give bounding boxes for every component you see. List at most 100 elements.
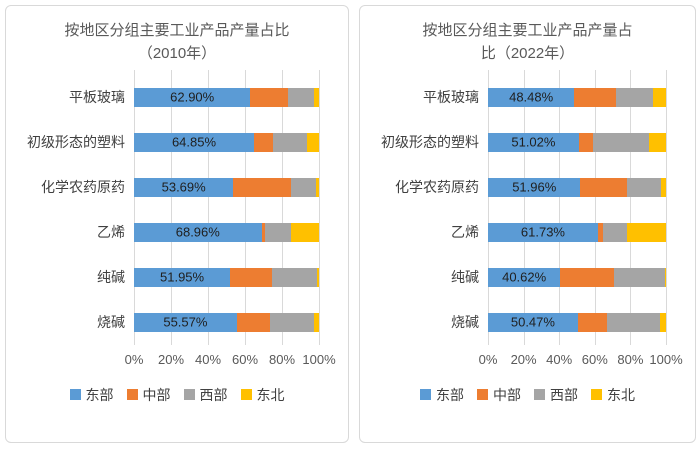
category-label: 乙烯 [97,224,125,240]
legend-label: 东北 [607,386,635,403]
bar-row: 64.85% [134,120,319,165]
bar-value-label: 51.02% [511,134,556,150]
legend-label: 西部 [199,386,228,403]
bar-value-label: 53.69% [161,179,206,195]
x-axis-tick-label: 20% [510,351,537,367]
x-axis-tick-label: 20% [157,351,185,367]
bar-segment-东北 [660,177,666,197]
bar-segment-东北 [291,222,319,242]
stacked-bar: 64.85% [134,132,319,152]
bar-rows: 62.90% 64.85% 53.69% 68.96% 51.95% 55.57% [134,69,320,345]
bar-segment-东北 [315,177,319,197]
legend-item-西部: 西部 [534,385,578,405]
category-label: 化学农药原药 [41,179,125,195]
category-label: 烧碱 [97,314,125,330]
gridline [666,69,667,345]
x-axis-tick-label: 40% [546,351,573,367]
stacked-bar: 51.02% [488,132,666,152]
bar-segment-东北 [313,312,319,332]
bar-value-label: 61.73% [520,224,565,240]
bar-value-label: 48.48% [509,89,554,105]
legend-label: 东部 [85,386,114,403]
bar-segment-东北 [648,132,666,152]
bar-segment-中部 [580,177,627,197]
legend-item-东部: 东部 [420,385,464,405]
legend-item-中部: 中部 [126,385,171,405]
legend-item-西部: 西部 [183,385,228,405]
bar-segment-东北 [665,267,666,287]
legend-swatch-icon [420,389,431,400]
stacked-bar: 55.57% [134,312,319,332]
bar-row: 53.69% [134,165,319,210]
bar-segment-中部 [233,177,292,197]
gridline [523,69,525,345]
bar-segment-东部: 53.69% [134,177,234,197]
bar-segment-中部 [578,132,593,152]
bar-segment-东北 [313,87,319,107]
bar-segment-东部: 68.96% [134,222,262,242]
x-axis-tick-label: 80% [268,351,296,367]
bar-rows: 48.48% 51.02% 51.96% 61.73% 40.62% 50.47% [488,69,667,345]
stacked-bar: 51.96% [488,177,666,197]
legend-swatch-icon [69,389,81,400]
bar-segment-中部 [253,132,274,152]
category-labels: 平板玻璃 初级形态的塑料 化学农药原药 乙烯 纯碱 烧碱 [360,75,488,369]
bar-row: 50.47% [488,300,666,345]
bar-row: 51.95% [134,255,319,300]
bar-segment-西部 [291,177,316,197]
category-label: 平板玻璃 [69,89,125,105]
bar-segment-中部 [230,267,272,287]
legend: 东部 中部 西部 东北 [360,385,695,405]
x-axis-tick-label: 0% [478,351,498,367]
category-label: 初级形态的塑料 [381,134,479,150]
gridline [559,69,561,345]
bar-segment-西部 [271,267,318,287]
bar-value-label: 62.90% [170,89,215,105]
gridline [488,69,489,345]
gridline [319,69,320,345]
chart-body: 平板玻璃 初级形态的塑料 化学农药原药 乙烯 纯碱 烧碱 48.48% 51.02% 51.9… [360,69,695,369]
legend-swatch-icon [477,389,488,400]
bar-segment-西部 [614,267,666,287]
legend-swatch-icon [534,389,545,400]
bar-segment-东部: 40.62% [488,267,561,287]
bar-segment-西部 [626,177,661,197]
bar-segment-西部 [273,132,307,152]
bar-segment-西部 [607,312,661,332]
bar-row: 51.02% [488,120,666,165]
bar-row: 40.62% [488,255,666,300]
category-label: 化学农药原药 [395,179,479,195]
legend-swatch-icon [126,389,138,400]
chart-title-line-1: 按地区分组主要工业产品产量占 [422,22,633,39]
bar-segment-东部: 61.73% [488,222,598,242]
bar-row: 61.73% [488,210,666,255]
chart-panel-2022: 按地区分组主要工业产品产量占 比（2022年） 平板玻璃 初级形态的塑料 化学农药原… [359,5,696,443]
bar-segment-东部: 55.57% [134,312,237,332]
bar-row: 48.48% [488,75,666,120]
bar-segment-东部: 51.95% [134,267,231,287]
x-axis-tick-label: 60% [231,351,259,367]
chart-title: 按地区分组主要工业产品产量占比 （2010年） [6,19,348,66]
legend-label: 东部 [436,386,464,403]
bar-row: 51.96% [488,165,666,210]
bar-segment-中部 [560,267,615,287]
category-label: 平板玻璃 [423,89,479,105]
plot-area: 62.90% 64.85% 53.69% 68.96% 51.95% 55.57% 0% 2… [125,69,336,369]
bar-row: 55.57% [134,300,319,345]
category-label: 纯碱 [451,269,479,285]
stacked-bar: 40.62% [488,267,666,287]
bar-segment-中部 [261,222,266,242]
bar-row: 62.90% [134,75,319,120]
x-axis: 0% 20% 40% 60% 80% 100% [479,345,683,369]
bar-segment-东部: 51.02% [488,132,579,152]
category-labels: 平板玻璃 初级形态的塑料 化学农药原药 乙烯 纯碱 烧碱 [6,75,134,369]
stacked-bar: 48.48% [488,87,666,107]
bar-segment-西部 [592,132,649,152]
bar-value-label: 51.95% [160,269,205,285]
stacked-bar: 61.73% [488,222,666,242]
chart-title-line-1: 按地区分组主要工业产品产量占比 [64,22,290,39]
bar-segment-东部: 62.90% [134,87,251,107]
legend-swatch-icon [183,389,195,400]
x-axis-tick-label: 100% [302,351,336,367]
bar-value-label: 64.85% [171,134,217,150]
